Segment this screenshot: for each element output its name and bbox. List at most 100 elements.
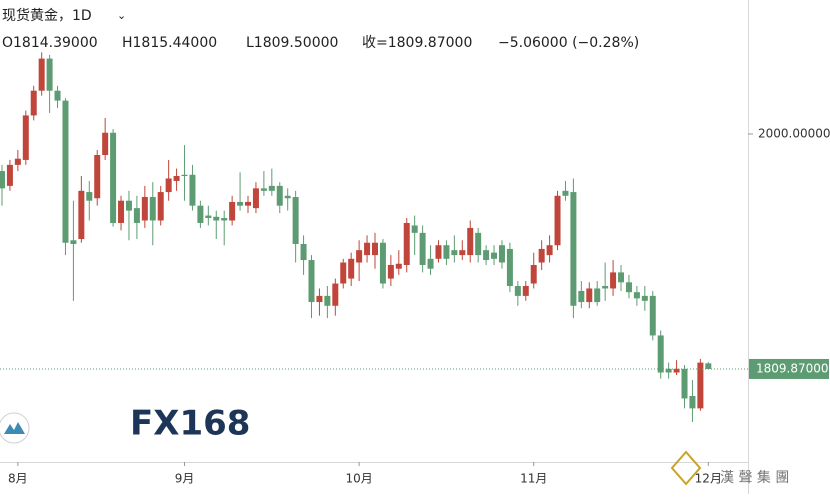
chart-title: 现货黄金，1D [2, 7, 92, 24]
app-icon-shape [4, 422, 25, 434]
candle-body [125, 200, 132, 211]
candle-body [308, 260, 315, 303]
candle-body [133, 208, 140, 223]
interval-caret[interactable]: ⌄ [117, 9, 126, 22]
candle-body [411, 225, 418, 233]
candle-body [292, 197, 299, 244]
candle-body [498, 245, 505, 263]
legend-value: O1814.39000 [2, 35, 98, 51]
y-tick-label: 2000.00000 [758, 126, 830, 140]
candle-body [300, 243, 307, 261]
candle-body [14, 158, 21, 165]
candle-body [419, 232, 426, 265]
candle-body [491, 252, 498, 259]
candle-body [689, 396, 696, 409]
candle-body [387, 264, 394, 279]
candle-body [94, 154, 101, 199]
candle-body [459, 250, 466, 256]
x-tick-label: 10月 [345, 472, 372, 486]
candle-body [189, 174, 196, 206]
candle-body [70, 240, 77, 244]
candle-body [514, 286, 521, 296]
candle-body [316, 295, 323, 303]
candle-body [78, 190, 85, 240]
candle-body [332, 283, 339, 306]
candle-body [245, 201, 252, 206]
candle-body [62, 100, 69, 243]
candle-body [348, 258, 355, 279]
candle-body [30, 90, 37, 116]
candle-body [237, 201, 244, 206]
candle-body [602, 286, 609, 289]
candle-body [530, 264, 537, 284]
legend-value: 收=1809.87000 [362, 35, 472, 51]
x-tick-label: 9月 [175, 472, 195, 486]
candle-body [364, 242, 371, 256]
candle-body [403, 222, 410, 265]
candle-body [657, 335, 664, 373]
candle-body [705, 363, 712, 369]
candle-body [673, 368, 680, 373]
candle-body [181, 174, 188, 176]
candle-body [197, 205, 204, 223]
logo-icon [670, 450, 702, 486]
candle-body [205, 215, 212, 219]
last-price-box [749, 358, 829, 379]
candle-body [610, 272, 617, 289]
candle-body [562, 190, 569, 196]
candle-body [141, 197, 148, 221]
candle-body [356, 250, 363, 263]
legend-value: H1815.44000 [122, 35, 217, 51]
legend-value: L1809.50000 [246, 35, 338, 51]
candle-body [22, 115, 29, 160]
candle-body [451, 250, 458, 256]
candle-body [324, 295, 331, 306]
candle-body [173, 176, 180, 181]
candle-body [395, 263, 402, 269]
candle-body [284, 195, 291, 199]
candle-body [522, 286, 529, 296]
candle-body [229, 201, 236, 221]
candle-body [618, 272, 625, 283]
watermark-group: FX168 漢 聲 集 團 [0, 404, 789, 486]
candle-body [46, 58, 53, 91]
ohlc-legend: O1814.39000 H1815.44000 L1809.50000 收=1809.… [2, 35, 639, 51]
x-tick-label: 12月 [695, 472, 722, 486]
candle-body [371, 242, 378, 256]
candle-body [118, 200, 125, 223]
candle-body [260, 188, 267, 191]
watermark: FX168 [130, 404, 250, 444]
app-icon [0, 412, 30, 444]
candle-body [54, 90, 61, 101]
candle-body [6, 164, 13, 186]
x-tick-label: 11月 [520, 472, 547, 486]
candle-body [506, 248, 513, 286]
candle-body [681, 368, 688, 399]
candle-body [86, 192, 93, 201]
candle-body [475, 232, 482, 256]
candle-body [586, 288, 593, 303]
candle-body [427, 258, 434, 269]
candle-body [554, 195, 561, 246]
candle-body [110, 132, 117, 223]
candle-body [379, 242, 386, 284]
candle-body [157, 192, 164, 221]
candle-body [633, 292, 640, 299]
candle-body [578, 290, 585, 303]
candle-body [697, 362, 704, 409]
candle-body [570, 192, 577, 306]
x-tick-label: 8月 [8, 472, 28, 486]
candle-body [165, 178, 172, 193]
candle-body [149, 197, 156, 221]
candle-body [38, 58, 45, 91]
candle-body [483, 250, 490, 261]
candle-body [538, 248, 545, 263]
candle-body [340, 262, 347, 284]
candle-body [252, 188, 259, 209]
candle-body [0, 171, 5, 189]
candle-body [641, 295, 648, 301]
candle-body [102, 132, 109, 155]
candle-body [665, 368, 672, 373]
